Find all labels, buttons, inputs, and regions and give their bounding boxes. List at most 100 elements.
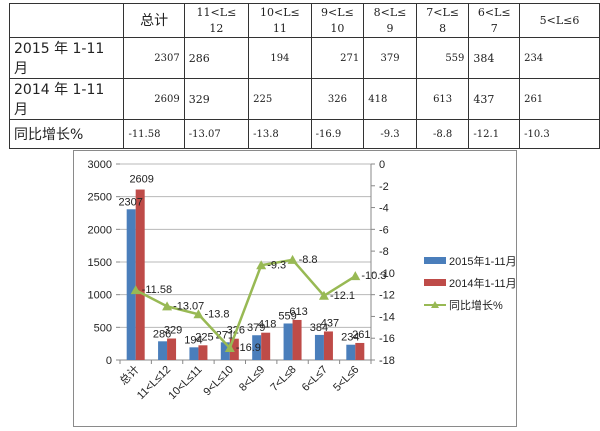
x-axis-tick-label: 6<L≤7: [300, 364, 330, 394]
bar-data-label: 225: [195, 331, 213, 343]
triangle-marker-icon: [350, 271, 361, 281]
row-label: 2014 年 1-11 月: [8, 78, 125, 120]
right-axis-tick-label: -14: [379, 311, 395, 323]
table-cell: 613: [415, 78, 470, 120]
bar-data-label: 329: [164, 325, 182, 337]
triangle-marker-icon: [318, 290, 329, 300]
triangle-marker-icon: [130, 285, 141, 295]
table-cell: 384: [468, 37, 521, 79]
left-axis-tick-label: 2000: [88, 224, 112, 236]
header-cell: 9<L≤ 10: [310, 3, 365, 38]
row-label: 同比增长%: [8, 119, 125, 149]
triangle-marker-icon: [162, 301, 173, 311]
line-data-label: -13.8: [204, 308, 229, 320]
bar: [252, 335, 262, 360]
triangle-marker-icon: [193, 309, 204, 319]
bar: [261, 332, 271, 360]
triangle-marker-icon: [256, 260, 267, 270]
bar: [189, 347, 199, 360]
legend-swatch: [424, 257, 446, 264]
left-axis-tick-label: 1500: [88, 257, 112, 269]
legend-swatch: [424, 279, 446, 286]
legend-label: 同比增长%: [449, 298, 503, 312]
table-row: 同比增长% -11.58 -13.07 -13.8 -16.9 -9.3 -8.…: [8, 119, 600, 149]
table-cell: 329: [183, 78, 250, 120]
bar-data-label: 234: [341, 332, 359, 344]
bar: [126, 209, 136, 360]
bar: [229, 338, 239, 360]
combo-chart: 0 500 1000 1500 2000 2500 3000 0 -2 -4 -6 -8 -10 -12 -…: [88, 159, 517, 402]
triangle-marker-icon: [287, 254, 298, 264]
left-axis-tick-label: 0: [106, 355, 112, 367]
table-cell: -8.8: [415, 119, 470, 149]
legend-label: 2015年1-11月: [449, 254, 516, 268]
bar-data-label: 2307: [118, 196, 142, 208]
triangle-marker-icon: [431, 301, 439, 308]
left-axis-tick-label: 500: [94, 322, 112, 334]
bar-data-label: 384: [310, 322, 328, 334]
x-axis-tick-label: 11<L≤12: [135, 364, 173, 402]
bar: [158, 341, 168, 360]
table-cell: 225: [248, 78, 312, 120]
x-axis-tick-label: 8<L≤9: [237, 364, 267, 394]
table-row: 2015 年 1-11 月 2307 286 194 271 379 559 3…: [8, 37, 600, 79]
bar-data-label: 559: [278, 310, 296, 322]
triangle-marker-icon: [224, 343, 235, 353]
bar: [292, 319, 302, 360]
x-axis-tick-label: 9<L≤10: [201, 364, 236, 399]
bar-data-label: 286: [153, 328, 171, 340]
header-cell: 8<L≤ 9: [363, 3, 417, 38]
table-cell: 2307: [123, 37, 185, 79]
header-cell: 11<L≤ 12: [183, 3, 250, 38]
bar: [355, 342, 365, 360]
table-cell: 234: [519, 37, 600, 79]
table-cell: -12.1: [468, 119, 521, 149]
bar: [283, 323, 293, 360]
table-cell: -9.3: [363, 119, 417, 149]
line-data-label: -8.8: [299, 254, 318, 266]
table-cell: -10.3: [519, 119, 600, 149]
x-axis-tick-label: 7<L≤8: [268, 364, 298, 394]
x-axis-tick-label: 10<L≤11: [166, 364, 204, 402]
bar: [198, 345, 208, 360]
bar-data-label: 194: [184, 334, 202, 346]
table-cell: -13.07: [183, 119, 250, 149]
legend-label: 2014年1-11月: [449, 276, 516, 290]
right-axis-tick-label: -4: [379, 203, 389, 215]
left-axis-tick-label: 1000: [88, 290, 112, 302]
header-cell: 6<L≤ 7: [468, 3, 521, 38]
bar: [323, 331, 333, 360]
bar: [135, 189, 145, 360]
right-axis-tick-label: -2: [379, 181, 389, 193]
x-axis-tick-label: 5<L≤6: [331, 364, 361, 394]
bar-data-label: 613: [289, 306, 307, 318]
line-data-label: -9.3: [267, 259, 286, 271]
bar-data-label: 261: [352, 329, 370, 341]
bar-data-label: 2609: [129, 174, 153, 186]
bar-data-label: 418: [258, 319, 276, 331]
table-header-row: 总计 11<L≤ 12 10<L≤ 11 9<L≤ 10 8<L≤ 9 7<L≤ 8 6<…: [8, 3, 600, 38]
bar-data-label: 437: [321, 317, 339, 329]
bar: [346, 344, 356, 360]
table-cell: 418: [363, 78, 417, 120]
table-cell: 261: [519, 78, 600, 120]
data-table: 总计 11<L≤ 12 10<L≤ 11 9<L≤ 10 8<L≤ 9 7<L≤ 8 6<…: [8, 3, 600, 149]
table-cell: 2609: [123, 78, 185, 120]
row-label: 2015 年 1-11 月: [8, 37, 125, 79]
table-cell: -11.58: [123, 119, 185, 149]
right-axis-tick-label: -12: [379, 290, 395, 302]
line-data-label: -10.3: [361, 270, 386, 282]
bar-data-label: 379: [247, 322, 265, 334]
x-axis-tick-label: 总计: [116, 362, 141, 387]
table-cell: 559: [415, 37, 470, 79]
chart-container: 0 500 1000 1500 2000 2500 3000 0 -2 -4 -6 -8 -10 -12 -…: [73, 150, 517, 427]
header-cell: 7<L≤ 8: [415, 3, 470, 38]
table-cell: 379: [363, 37, 417, 79]
table-cell: 194: [248, 37, 312, 79]
right-axis-tick-label: 0: [379, 159, 385, 171]
right-axis-tick-label: -8: [379, 246, 389, 258]
table-cell: 286: [183, 37, 250, 79]
right-axis-tick-label: -16: [379, 333, 395, 345]
line-data-label: -12.1: [330, 290, 355, 302]
right-axis-tick-label: -18: [379, 355, 395, 367]
